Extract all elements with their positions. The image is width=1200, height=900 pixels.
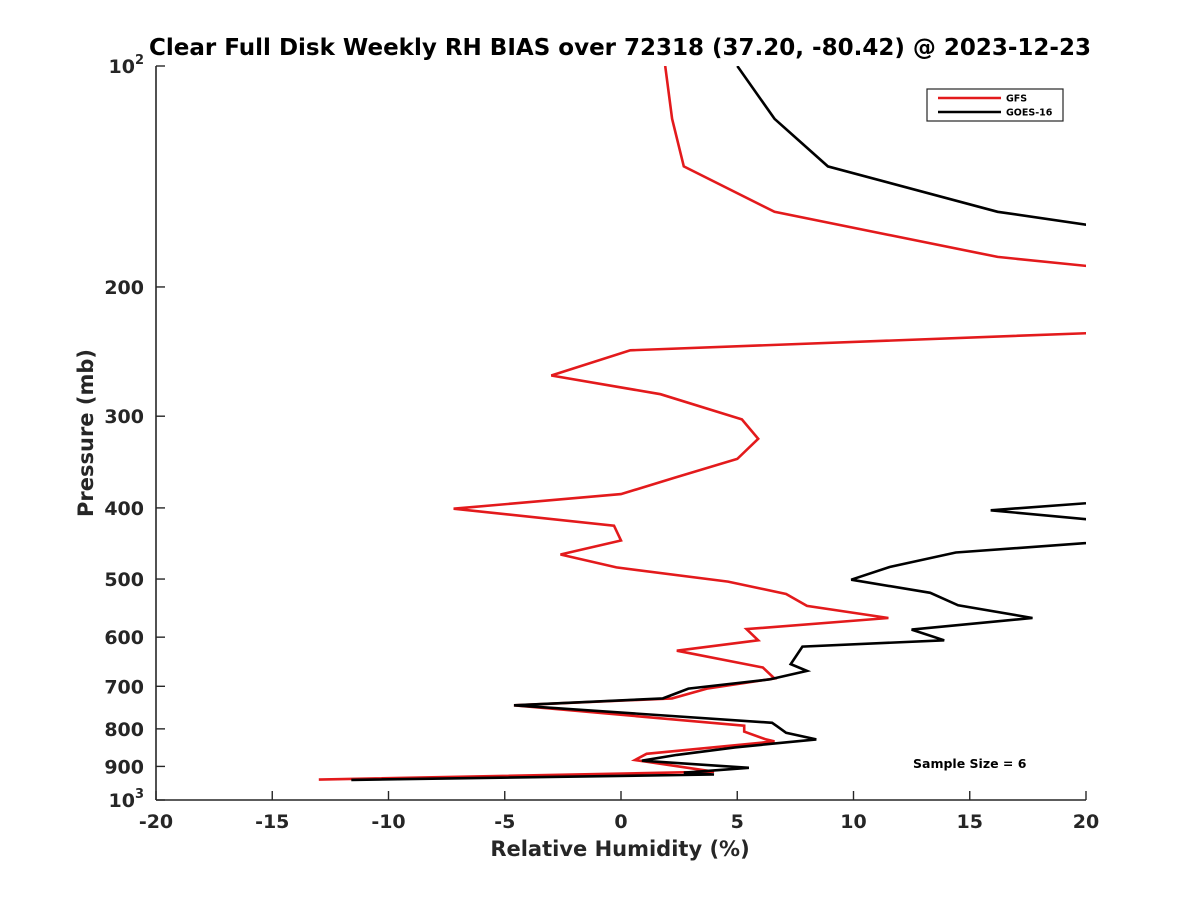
x-tick-label: 20 [1073, 811, 1099, 833]
y-tick-label-base: 200 [104, 277, 144, 299]
y-tick-label: 600 [104, 627, 144, 649]
annotations: Sample Size = 6 [913, 756, 1027, 771]
y-tick-label-base: 900 [104, 756, 144, 778]
plot-area [156, 66, 1086, 800]
series-layer [318, 66, 1086, 782]
x-tick-label: 5 [731, 811, 744, 833]
sample-size-annotation: Sample Size = 6 [913, 756, 1027, 771]
y-tick-label: 800 [104, 719, 144, 741]
x-tick-label: 10 [840, 811, 866, 833]
y-tick-label: 500 [104, 569, 144, 591]
y-tick-label: 300 [104, 406, 144, 428]
series-line-goes-16 [351, 66, 1086, 782]
x-axis-title: Relative Humidity (%) [490, 837, 749, 861]
x-tick-label: -20 [139, 811, 173, 833]
x-tick-label: 15 [957, 811, 983, 833]
y-tick-label: 103 [109, 787, 145, 812]
chart-title: Clear Full Disk Weekly RH BIAS over 7231… [149, 35, 1091, 61]
legend-box [926, 88, 1064, 122]
y-tick-label: 102 [109, 53, 145, 78]
x-tick-label: -10 [371, 811, 405, 833]
x-tick-label: -5 [494, 811, 515, 833]
y-tick-label: 700 [104, 676, 144, 698]
y-tick-label-base: 800 [104, 719, 144, 741]
y-tick-label-base: 500 [104, 569, 144, 591]
y-tick-label-exponent: 3 [135, 787, 144, 802]
y-axis-title: Pressure (mb) [74, 349, 98, 517]
y-tick-label-base: 600 [104, 627, 144, 649]
y-tick-label-base: 10 [109, 56, 135, 78]
x-tick-label: -15 [255, 811, 289, 833]
series-line-gfs [318, 66, 1086, 781]
legend-label: GOES-16 [1006, 108, 1053, 119]
legend-label: GFS [1006, 94, 1027, 105]
x-axis-ticks: -20 -15 -10 -5 0 5 10 15 20 [139, 791, 1099, 833]
y-tick-label-base: 10 [109, 790, 135, 812]
legend: GFS GOES-16 [926, 88, 1064, 122]
y-tick-label-base: 400 [104, 498, 144, 520]
y-tick-label-base: 300 [104, 406, 144, 428]
y-tick-label: 900 [104, 756, 144, 778]
y-tick-label-base: 700 [104, 676, 144, 698]
y-tick-label: 400 [104, 498, 144, 520]
y-tick-label: 200 [104, 277, 144, 299]
y-tick-label-exponent: 2 [135, 53, 144, 68]
x-tick-label: 0 [614, 811, 627, 833]
